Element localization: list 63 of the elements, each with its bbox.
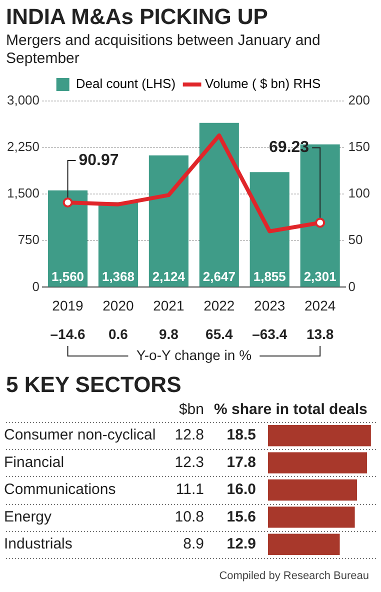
- data-label: 15.6: [226, 508, 256, 526]
- data-label: 16.0: [226, 481, 256, 498]
- data-label: 2,301: [304, 268, 336, 284]
- chart-subtitle: Mergers and acquisitions between January and September: [6, 32, 322, 68]
- data-label: 1,560: [51, 268, 84, 284]
- text: Y-o-Y change in %: [136, 346, 252, 363]
- bar: [148, 155, 188, 287]
- data-label: 1,855: [253, 268, 286, 284]
- y2-tick-label: 0: [348, 278, 356, 294]
- x-tick-label: 2024: [304, 297, 336, 314]
- x-tick-label: 2022: [204, 297, 235, 314]
- data-label: 12.9: [226, 536, 256, 553]
- y-tick-label: 2,250: [6, 139, 40, 154]
- bar: [250, 172, 290, 287]
- data-label: 18.5: [226, 426, 256, 444]
- x-tick-label: 2020: [102, 297, 134, 314]
- chart-title: INDIA M&As PICKING UP: [6, 4, 269, 30]
- text: 13.8: [306, 326, 334, 342]
- y2-tick-label: 150: [348, 139, 370, 154]
- bar: [98, 202, 138, 287]
- x-tick-label: 2019: [52, 297, 84, 314]
- text: –63.4: [252, 326, 288, 342]
- y-tick-label: Industrials: [4, 536, 72, 553]
- y-tick-label: Communications: [4, 481, 116, 498]
- text: 8.9: [183, 536, 204, 553]
- text: 12.8: [174, 426, 204, 444]
- x-tick-label: 2021: [153, 297, 184, 314]
- y-tick-label: Energy: [4, 508, 52, 526]
- bar: [268, 452, 368, 474]
- data-label: 2,647: [202, 268, 236, 284]
- data-label: 2,124: [152, 268, 186, 284]
- data-label: 90.97: [78, 152, 119, 169]
- text: 9.8: [158, 326, 179, 342]
- bar: [268, 424, 371, 446]
- y-tick-label: 3,000: [6, 92, 40, 108]
- y2-tick-label: 50: [348, 232, 363, 248]
- y2-tick-label: 100: [348, 186, 370, 201]
- bar: [268, 534, 340, 556]
- bar: [48, 190, 88, 287]
- legend-label: Volume ( $ bn) RHS: [205, 76, 321, 92]
- y-tick-label: 0: [32, 278, 40, 294]
- y-tick-label: Financial: [4, 454, 64, 471]
- text: 0.6: [108, 326, 128, 342]
- legend-label: Deal count (LHS): [76, 76, 176, 92]
- x-tick-label: 2023: [254, 297, 286, 314]
- data-label: 17.8: [226, 454, 256, 471]
- bar: [268, 479, 358, 501]
- bar: [199, 122, 239, 287]
- y2-tick-label: 200: [348, 92, 370, 108]
- bar: [268, 506, 355, 528]
- y-tick-label: 750: [18, 232, 40, 248]
- text: Compiled by Research Bureau: [218, 570, 369, 582]
- text: –14.6: [50, 326, 86, 342]
- text: 10.8: [174, 508, 204, 526]
- y-tick-label: 1,500: [6, 186, 40, 201]
- data-label: 1,368: [102, 268, 134, 284]
- y-tick-label: Consumer non-cyclical: [4, 426, 156, 444]
- series-label: % share in total deals: [214, 401, 368, 418]
- text: $bn: [178, 401, 204, 418]
- chart-title: 5 KEY SECTORS: [6, 372, 182, 398]
- text: 12.3: [174, 454, 204, 471]
- text: 11.1: [176, 481, 204, 498]
- text: 65.4: [206, 326, 233, 342]
